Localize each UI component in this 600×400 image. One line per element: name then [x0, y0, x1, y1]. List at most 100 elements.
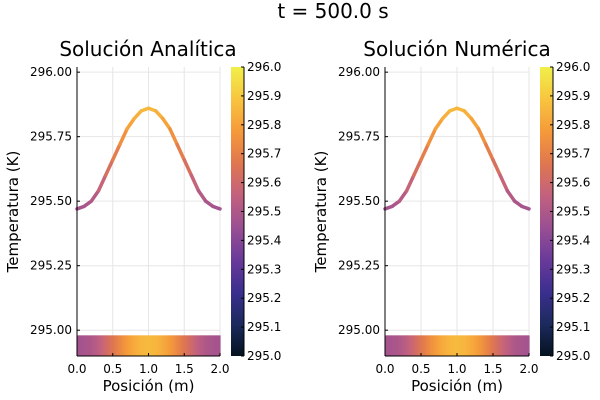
heatmap-cell	[487, 335, 490, 356]
heatmap-cell	[475, 335, 478, 356]
heatmap-cell	[116, 335, 120, 356]
heatmap-cell	[108, 335, 112, 356]
heatmap-cell	[385, 335, 388, 356]
colorbar-tick-label: 295.5	[247, 205, 281, 219]
y-tick-label: 295.00	[338, 323, 380, 337]
heatmap-cell	[389, 335, 392, 356]
heatmap-cell	[431, 335, 434, 356]
heatmap-cell	[419, 335, 422, 356]
chart-title: Solución Numérica	[363, 37, 550, 61]
colorbar-tick-label: 295.5	[556, 205, 590, 219]
heatmap-cell	[413, 335, 416, 356]
heatmap-cell	[467, 335, 470, 356]
figure-suptitle: t = 500.0 s	[277, 0, 388, 23]
heatmap-cell	[491, 335, 494, 356]
heatmap-cell	[150, 335, 154, 356]
chart-title: Solución Analítica	[59, 37, 236, 61]
heatmap-cell	[443, 335, 446, 356]
heatmap-cell	[417, 335, 420, 356]
x-tick-label: 0.0	[67, 362, 86, 376]
colorbar-tick-label: 295.6	[556, 176, 590, 190]
colorbar-tick-label: 295.2	[556, 291, 590, 305]
heatmap-cell	[387, 335, 390, 356]
heatmap-cell	[407, 335, 410, 356]
heatmap-cell	[196, 335, 199, 356]
colorbar-tick-label: 295.3	[247, 262, 281, 276]
heatmap-cell	[471, 335, 474, 356]
heatmap-cell	[433, 335, 436, 356]
x-tick-label: 1.5	[175, 362, 194, 376]
colorbar-tick-label: 296.0	[556, 60, 590, 74]
x-tick-label: 1.0	[447, 362, 466, 376]
series-line-segment	[153, 109, 165, 121]
heatmap-cell	[515, 335, 518, 356]
heatmap-cell	[94, 335, 98, 356]
heatmap-cell	[463, 335, 466, 356]
heatmap-cell	[166, 335, 169, 356]
heatmap-cell	[485, 335, 488, 356]
series-line-segment	[161, 116, 172, 131]
heatmap-cell	[174, 335, 177, 356]
heatmap-cell	[214, 335, 217, 356]
heatmap-cell	[216, 335, 219, 356]
heatmap-cell	[80, 335, 84, 356]
heatmap-cell	[134, 335, 138, 356]
heatmap-cell	[409, 335, 412, 356]
y-tick-label: 296.00	[338, 65, 380, 79]
heatmap-cell	[92, 335, 96, 356]
heatmap-cell	[473, 335, 476, 356]
heatmap-cell	[146, 335, 150, 356]
heatmap-cell	[411, 335, 414, 356]
heatmap-cell	[405, 335, 408, 356]
colorbar-tick-label: 295.0	[247, 349, 281, 363]
heatmap-cell	[126, 335, 130, 356]
heatmap-cell	[489, 335, 492, 356]
heatmap-cell	[184, 335, 187, 356]
heatmap-cell	[152, 335, 156, 356]
x-tick-label: 2.0	[519, 362, 538, 376]
heatmap-cell	[122, 335, 126, 356]
heatmap-cell	[132, 335, 136, 356]
x-tick-label: 1.0	[139, 362, 158, 376]
heatmap-cell	[114, 335, 118, 356]
colorbar	[540, 67, 553, 356]
heatmap-cell	[142, 335, 146, 356]
series-line-segment	[168, 127, 179, 147]
heatmap-cell	[140, 335, 144, 356]
heatmap-cell	[90, 335, 94, 356]
heatmap-cell	[511, 335, 514, 356]
heatmap-cell	[477, 335, 480, 356]
heatmap-cell	[154, 335, 158, 356]
heatmap-cell	[120, 335, 124, 356]
series-line-segment	[96, 173, 108, 193]
heatmap-cell	[423, 335, 426, 356]
x-tick-label: 0.5	[411, 362, 430, 376]
series-line-segment	[484, 142, 495, 162]
heatmap-cell	[128, 335, 132, 356]
x-tick-label: 1.5	[483, 362, 502, 376]
heatmap-cell	[148, 335, 152, 356]
heatmap-cell	[82, 335, 86, 356]
heatmap-cell	[88, 335, 92, 356]
heatmap-cell	[483, 335, 486, 356]
heatmap-cell	[86, 335, 90, 356]
heatmap-cell	[397, 335, 400, 356]
heatmap-cell	[451, 335, 454, 356]
heatmap-cell	[399, 335, 402, 356]
series-line-segment	[125, 116, 136, 131]
series-line-segment	[469, 116, 481, 131]
heatmap-cell	[523, 335, 526, 356]
heatmap-cell	[445, 335, 448, 356]
heatmap-cell	[479, 335, 482, 356]
series-line-segment	[196, 189, 208, 203]
heatmap-cell	[124, 335, 128, 356]
y-tick-label: 295.25	[30, 259, 72, 273]
heatmap-cell	[425, 335, 428, 356]
y-axis-label: Temperatura (K)	[4, 151, 22, 274]
heatmap-cell	[100, 335, 104, 356]
y-tick-label: 296.00	[30, 65, 72, 79]
colorbar-tick-label: 296.0	[247, 60, 281, 74]
colorbar-tick-label: 295.7	[247, 147, 281, 161]
x-tick-label: 0.0	[375, 362, 394, 376]
